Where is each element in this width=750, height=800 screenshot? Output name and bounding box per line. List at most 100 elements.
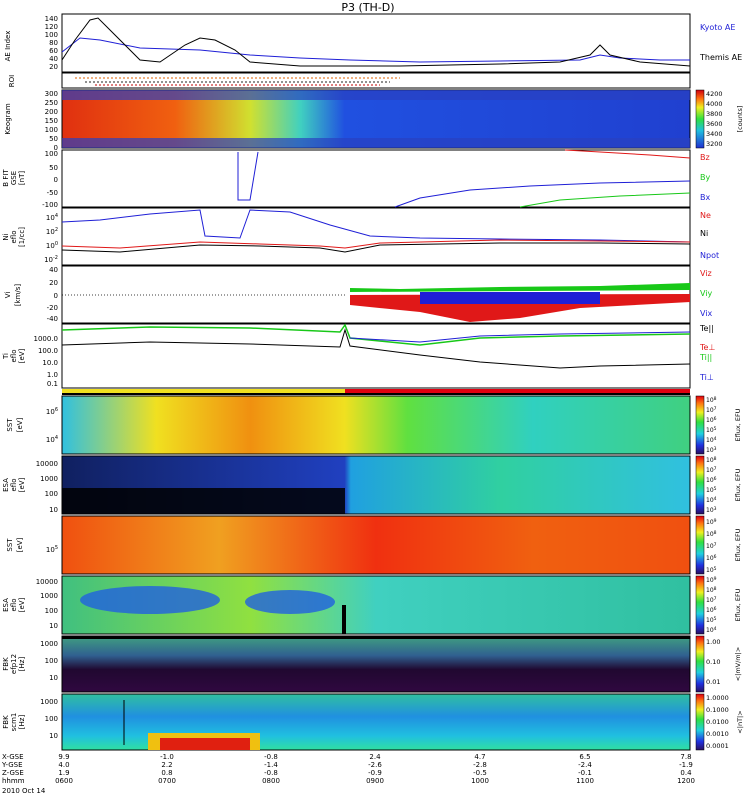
esa-ion-panel: ESA eflo [eV] 10000 1000 100 10 108 107 … bbox=[2, 455, 742, 515]
esa-electron-ylabel: ESA bbox=[2, 598, 10, 612]
fbk-e-ylabel: [Hz] bbox=[18, 657, 26, 672]
fbk-e-colorbar bbox=[695, 635, 705, 693]
vi-ytick: -40 bbox=[47, 315, 58, 323]
time-axis: X-GSE Y-GSE Z-GSE hhmm 2010 Oct 14 9.9 4… bbox=[1, 753, 695, 795]
esa-electron-cbtick: 109 bbox=[706, 576, 717, 584]
figure-title: P3 (TH-D) bbox=[341, 1, 394, 14]
legend-ne: Ne bbox=[700, 211, 711, 220]
sst-electron-cbtick: 106 bbox=[706, 554, 717, 562]
ae-ytick: 60 bbox=[49, 47, 58, 55]
tick-x: 4.7 bbox=[474, 753, 485, 761]
time-tick-0900: 2.4 -2.6 -0.9 0900 bbox=[366, 753, 384, 785]
tick-t: 0900 bbox=[366, 777, 384, 785]
ti-ylabel: [eV] bbox=[18, 348, 26, 363]
time-tick-0600: 9.9 4.0 1.9 0600 bbox=[55, 753, 73, 785]
tick-y: -1.4 bbox=[264, 761, 278, 769]
fbk-e-ytick: 1000 bbox=[40, 640, 58, 648]
tick-y: -2.4 bbox=[578, 761, 592, 769]
kyoto-ae-line bbox=[61, 37, 690, 63]
ti-ylabel: eflo bbox=[10, 350, 18, 363]
tick-t: 0600 bbox=[55, 777, 73, 785]
ni-ytick: 100 bbox=[46, 241, 58, 250]
sst-ion-panel: SST [eV] 106 104 108 107 106 105 104 103… bbox=[6, 395, 742, 455]
fbk-b-cbtick: 1.0000 bbox=[706, 694, 729, 702]
legend-te-par: Te|| bbox=[699, 324, 714, 333]
tick-x: 9.9 bbox=[58, 753, 69, 761]
ni-ylabel: [1/cc] bbox=[18, 227, 26, 247]
fbk-b-ytick: 10 bbox=[49, 732, 58, 740]
tick-z: 0.8 bbox=[161, 769, 172, 777]
ae-ytick: 20 bbox=[49, 63, 58, 71]
esa-ion-cbtick: 107 bbox=[706, 466, 717, 474]
ni-ytick: 102 bbox=[46, 227, 58, 236]
time-tick-1100: 6.5 -2.4 -0.1 1100 bbox=[576, 753, 594, 785]
ae-ytick: 120 bbox=[45, 23, 58, 31]
esa-ion-cbtick: 103 bbox=[706, 506, 717, 514]
ti-ytick: 1000.0 bbox=[34, 335, 59, 343]
sst-electron-ylabel: [eV] bbox=[16, 537, 24, 552]
ni-ytick: 104 bbox=[46, 213, 58, 222]
esa-ion-cbtick: 106 bbox=[706, 476, 717, 484]
fbk-e-cbtick: 1.00 bbox=[706, 638, 720, 646]
axis-row-label: X-GSE bbox=[2, 753, 24, 761]
esa-electron-cbtick: 105 bbox=[706, 616, 717, 624]
fbk-e-ytick: 10 bbox=[49, 674, 58, 682]
ni-ylabel: eflo bbox=[10, 231, 18, 244]
ae-ytick: 40 bbox=[49, 55, 58, 63]
ti-ylabel: Ti bbox=[2, 353, 10, 360]
axis-row-label: hhmm bbox=[2, 777, 25, 785]
esa-ion-ytick: 100 bbox=[45, 490, 58, 498]
ti-ytick: 100.0 bbox=[38, 347, 58, 355]
tick-y: -2.8 bbox=[473, 761, 487, 769]
tick-t: 1100 bbox=[576, 777, 594, 785]
esa-ion-ytick: 10000 bbox=[36, 460, 58, 468]
date-label: 2010 Oct 14 bbox=[2, 787, 46, 795]
tick-x: -1.0 bbox=[160, 753, 174, 761]
keogram-ytick: 100 bbox=[45, 126, 58, 134]
ti-ytick: 0.1 bbox=[47, 380, 58, 388]
sst-ion-cblabel: Eflux, EFU bbox=[734, 408, 742, 441]
tick-t: 0800 bbox=[262, 777, 280, 785]
fbk-b-cbtick: 0.0100 bbox=[706, 718, 729, 726]
fbk-e-ytick: 100 bbox=[45, 657, 58, 665]
tick-z: 0.4 bbox=[680, 769, 692, 777]
fbk-e-ylabel: efp12 bbox=[10, 654, 18, 674]
vi-ytick: -20 bbox=[47, 304, 58, 312]
tick-z: 1.9 bbox=[58, 769, 69, 777]
bfit-ylabel: GSE bbox=[10, 171, 18, 185]
fbk-b-ylabel: FBK bbox=[2, 715, 10, 729]
sst-electron-cbtick: 109 bbox=[706, 518, 717, 526]
sst-ion-cbtick: 103 bbox=[706, 446, 717, 454]
legend-vix: Vix bbox=[700, 309, 713, 318]
ae-panel: AE Index 140 120 100 80 60 40 20 Kyoto A… bbox=[4, 13, 742, 73]
fbk-e-ylabel: FBK bbox=[2, 657, 10, 671]
keogram-ytick: 250 bbox=[45, 99, 58, 107]
ae-ytick: 80 bbox=[49, 39, 58, 47]
legend-by: By bbox=[700, 173, 710, 182]
legend-viy: Viy bbox=[700, 289, 713, 298]
roi-panel: ROI bbox=[8, 72, 691, 89]
esa-electron-cbtick: 106 bbox=[706, 606, 717, 614]
fbk-b-ytick: 1000 bbox=[40, 698, 58, 706]
time-tick-0700: -1.0 2.2 0.8 0700 bbox=[158, 753, 176, 785]
bfit-ytick: 100 bbox=[45, 150, 58, 158]
tick-z: -0.1 bbox=[578, 769, 592, 777]
sst-ion-colorbar bbox=[695, 395, 705, 455]
bfit-ylabel: [nT] bbox=[18, 171, 26, 185]
esa-ion-ylabel: [eV] bbox=[18, 477, 26, 492]
ae-ytick: 140 bbox=[45, 15, 58, 23]
sst-ion-cbtick: 106 bbox=[706, 416, 717, 424]
vi-panel: Vi [km/s] 40 20 0 -20 -40 Viz Viy Vix bbox=[4, 265, 713, 324]
esa-electron-ytick: 10 bbox=[49, 622, 58, 630]
sst-electron-cbtick: 108 bbox=[706, 530, 717, 538]
legend-bz: Bz bbox=[700, 153, 710, 162]
legend-ti-perp: Ti⊥ bbox=[699, 373, 714, 382]
vi-ytick: 20 bbox=[49, 279, 58, 287]
esa-electron-cblabel: Eflux, EFU bbox=[734, 588, 742, 621]
tick-x: -0.8 bbox=[264, 753, 278, 761]
sst-electron-cbtick: 105 bbox=[706, 566, 717, 574]
fbk-e-panel: FBK efp12 [Hz] 1000 100 10 1.00 0.10 0.0… bbox=[2, 635, 742, 693]
esa-ion-cbtick: 105 bbox=[706, 486, 717, 494]
ae-ylabel: AE Index bbox=[4, 31, 12, 62]
